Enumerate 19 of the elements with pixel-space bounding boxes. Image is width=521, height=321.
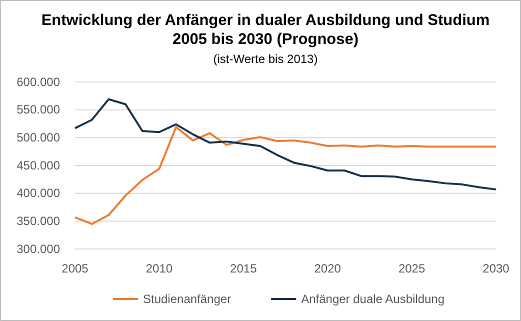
y-tick-label: 300.000: [16, 242, 60, 256]
legend-label: Anfänger duale Ausbildung: [301, 292, 445, 306]
y-tick-label: 400.000: [16, 186, 60, 200]
x-tick-label: 2020: [314, 262, 342, 276]
y-tick-label: 350.000: [16, 214, 60, 228]
x-tick-label: 2015: [230, 262, 258, 276]
y-tick-label: 600.000: [16, 74, 60, 89]
chart-title: Entwicklung der Anfänger in dualer Ausbildung und Studium 2005 bis 2030 (Prognose): [41, 12, 490, 48]
chart-subtitle: (ist-Werte bis 2013): [213, 52, 318, 66]
line-series: [74, 98, 497, 190]
x-tick-label: 2010: [146, 262, 173, 276]
y-tick-label: 450.000: [16, 158, 60, 172]
y-tick-label: 500.000: [16, 130, 60, 145]
x-tick-label: 2030: [482, 262, 510, 276]
legend-label: Studienanfänger: [143, 292, 232, 306]
y-tick-label: 550.000: [16, 102, 60, 117]
line-series: [74, 126, 497, 225]
x-tick-label: 2005: [62, 262, 89, 276]
x-tick-label: 2025: [398, 262, 426, 276]
